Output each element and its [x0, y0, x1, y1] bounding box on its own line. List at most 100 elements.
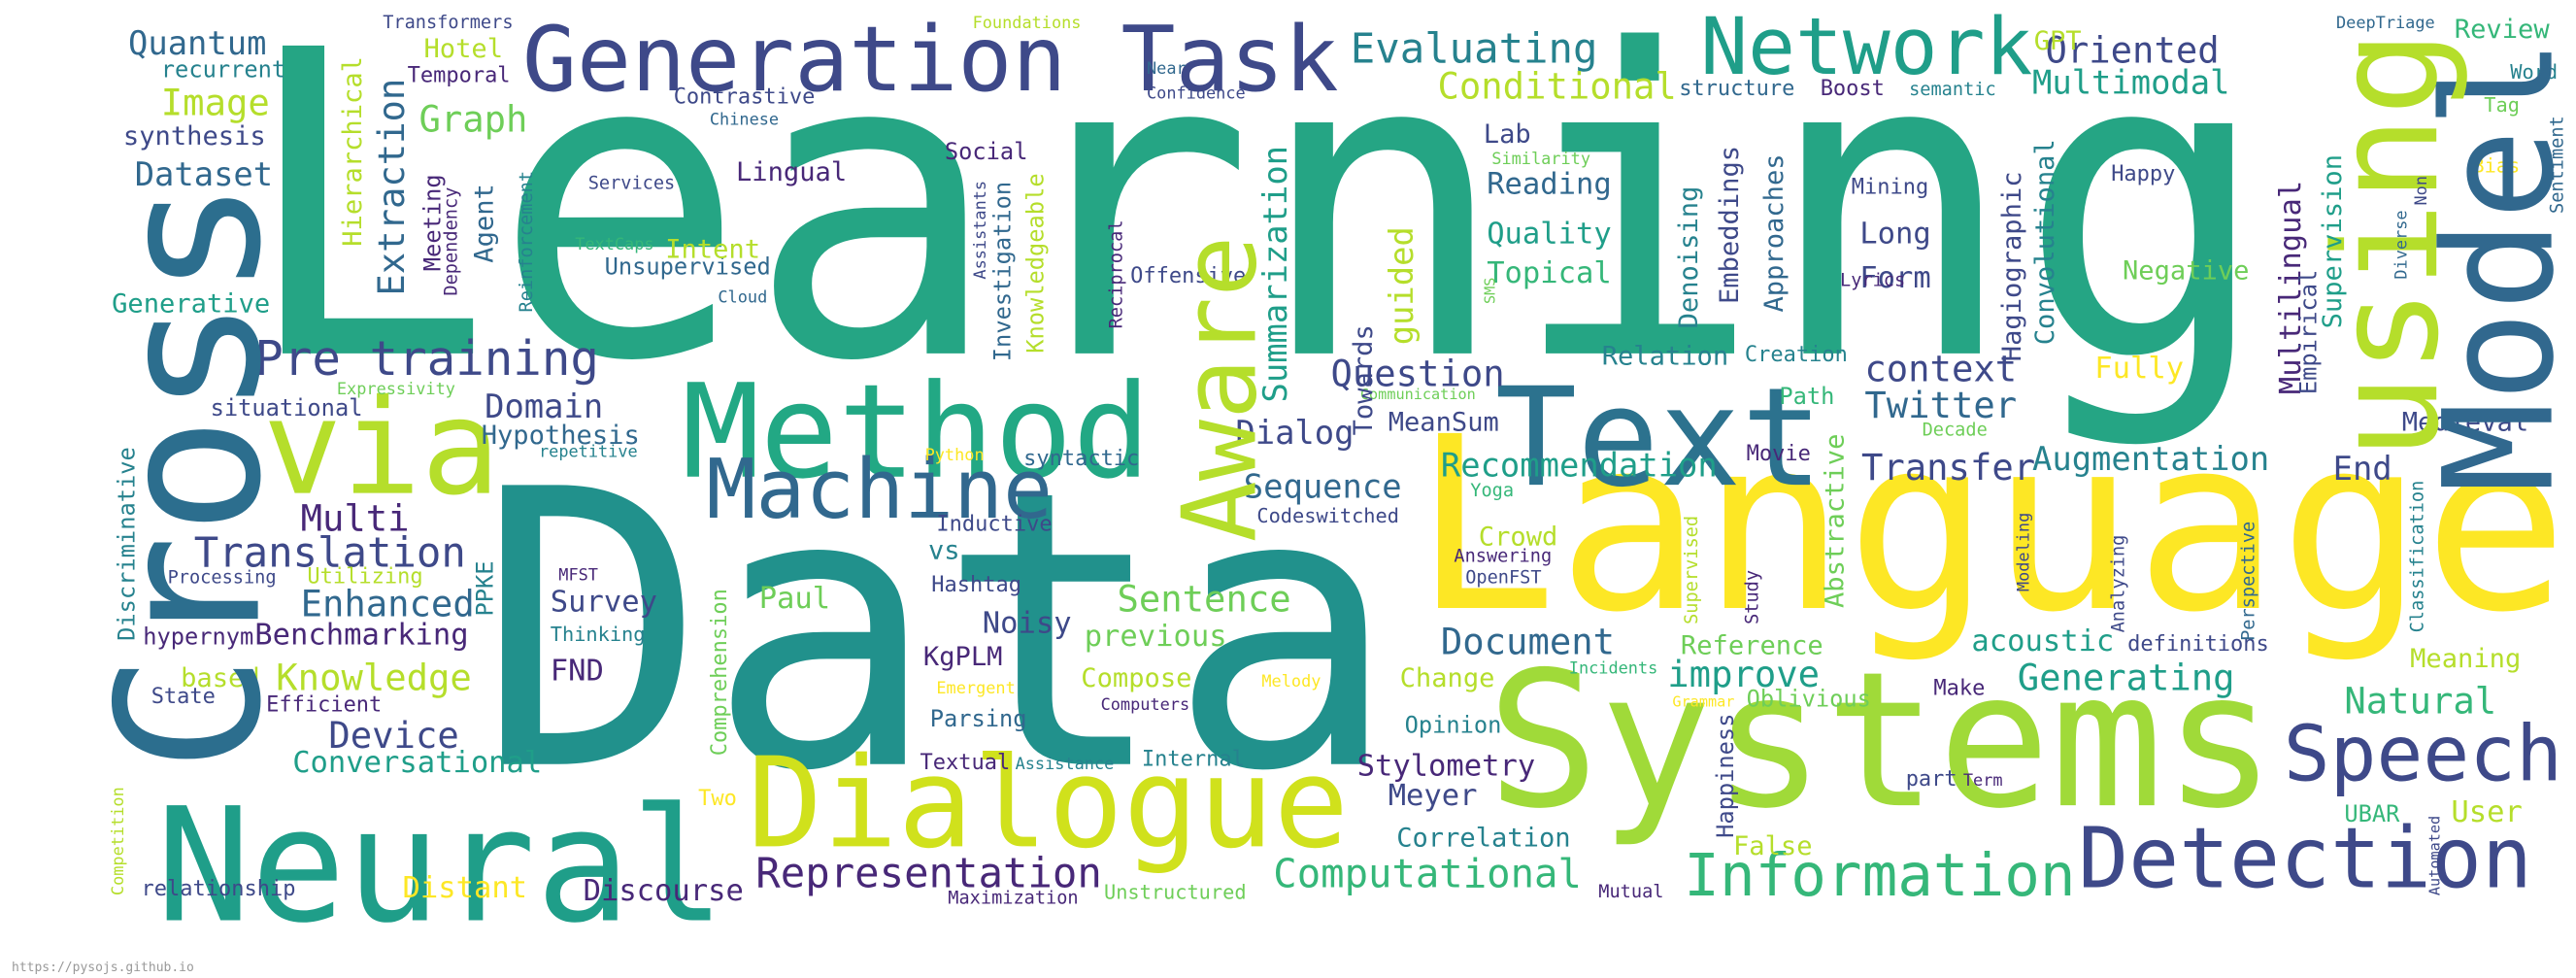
- word: Contrastive: [674, 85, 816, 110]
- word: Document: [1441, 620, 1615, 662]
- word: KgPLM: [923, 642, 1003, 672]
- word: Translation: [194, 529, 466, 577]
- word: Noisy: [983, 606, 1072, 640]
- word: Study: [1742, 570, 1762, 624]
- word: GPT: [2034, 26, 2082, 56]
- word: Domain: [485, 388, 603, 425]
- word: Approaches: [1759, 153, 1790, 312]
- word: via: [263, 371, 501, 524]
- word: PPKE: [472, 560, 499, 616]
- word: Enhanced: [301, 583, 475, 625]
- word: Meaning: [2410, 644, 2521, 674]
- word: Agent: [470, 184, 500, 263]
- word: Diverse: [2392, 210, 2411, 279]
- word: Yoga: [1470, 481, 1514, 501]
- word: Similarity: [1491, 149, 1590, 168]
- word: Internal: [1142, 748, 1245, 772]
- word: Reference: [1681, 630, 1823, 660]
- word: Codeswitched: [1256, 504, 1399, 527]
- word: Discriminative: [114, 447, 141, 641]
- word: Unsupervised: [605, 253, 771, 281]
- word: Sequence: [1244, 468, 1402, 506]
- word: repetitive: [539, 441, 638, 460]
- word: Survey: [551, 585, 657, 619]
- word: Fully: [2094, 352, 2184, 386]
- word: Detection: [2078, 811, 2532, 908]
- word: Non: [2411, 176, 2430, 206]
- word: Learning: [238, 0, 2271, 454]
- word: Efficient: [266, 693, 382, 718]
- word: Confidence: [1147, 84, 1246, 103]
- word: Textual: [920, 751, 1011, 775]
- word: Correlation: [1396, 823, 1570, 853]
- word: Distant: [403, 871, 528, 905]
- word: DeepTriage: [2336, 13, 2435, 32]
- word: Lingual: [736, 157, 847, 187]
- word: Oriented: [2046, 28, 2220, 71]
- word: Dependency: [441, 187, 461, 296]
- word: Transfer: [1861, 446, 2035, 489]
- word: Towards: [1349, 324, 1379, 435]
- word: Temporal: [408, 64, 511, 88]
- word: Word: [2510, 60, 2558, 84]
- word: Empirical: [2295, 270, 2323, 394]
- word: Transformers: [383, 13, 513, 33]
- word: State: [151, 685, 216, 709]
- word: previous: [1085, 620, 1227, 654]
- word: Conditional: [1438, 65, 1677, 108]
- word: Boost: [1821, 77, 1885, 101]
- word: Pre training: [254, 330, 599, 387]
- word: Thinking: [551, 623, 646, 646]
- word: Foundations: [973, 13, 1082, 32]
- word: structure: [1679, 77, 1794, 101]
- word: Inductive: [936, 513, 1052, 537]
- word: Generation Task: [522, 7, 1339, 112]
- word: Meyer: [1388, 779, 1478, 813]
- word: syntactic: [1023, 447, 1139, 471]
- word: Relation: [1602, 342, 1729, 372]
- word: Answering: [1454, 547, 1552, 567]
- word: Denoising: [1674, 186, 1704, 329]
- word: definitions: [2127, 632, 2269, 657]
- word: Form: [1859, 261, 1930, 295]
- word: Medieval: [2402, 407, 2529, 437]
- word: Compose: [1081, 663, 1191, 693]
- word: Summarization: [1256, 146, 1294, 403]
- word: Information: [1684, 841, 2075, 910]
- word: Hotel: [424, 34, 504, 64]
- word: Automated: [2426, 816, 2444, 895]
- word: Term: [1963, 770, 2003, 790]
- word: Near: [1147, 58, 1187, 78]
- word: Neural: [156, 775, 726, 959]
- word: Hypothesis: [482, 421, 640, 451]
- word: Method: [682, 356, 1151, 508]
- word: relationship: [142, 877, 296, 901]
- word: Abstractive: [1820, 434, 1850, 608]
- word: Paul: [759, 582, 830, 616]
- word: Maximization: [948, 889, 1078, 909]
- word: Python: [925, 445, 985, 464]
- word: Unstructured: [1104, 881, 1247, 904]
- word: User: [2451, 795, 2522, 829]
- word: Investigation: [989, 182, 1017, 361]
- word: Melody: [1261, 671, 1321, 691]
- word: Path: [1779, 383, 1834, 410]
- word: Sentiment: [2548, 116, 2568, 214]
- word: Cross: [76, 179, 305, 772]
- word: Cloud: [718, 287, 767, 306]
- word: Hierarchical: [338, 56, 368, 247]
- word: Expressivity: [337, 379, 455, 398]
- word: Text: [1495, 359, 1823, 518]
- word: vs: [928, 535, 960, 565]
- word: False: [1733, 831, 1813, 861]
- word: Multimodal: [2032, 63, 2229, 101]
- word: Quality: [1487, 217, 1612, 251]
- word: Benchmarking: [254, 618, 468, 652]
- word: Question: [1331, 353, 1505, 395]
- word: Perspective: [2238, 522, 2258, 641]
- word: Meeting: [418, 174, 446, 271]
- word: situational: [211, 394, 363, 422]
- word: Assistance: [1016, 754, 1115, 773]
- word: synthesis: [123, 121, 266, 152]
